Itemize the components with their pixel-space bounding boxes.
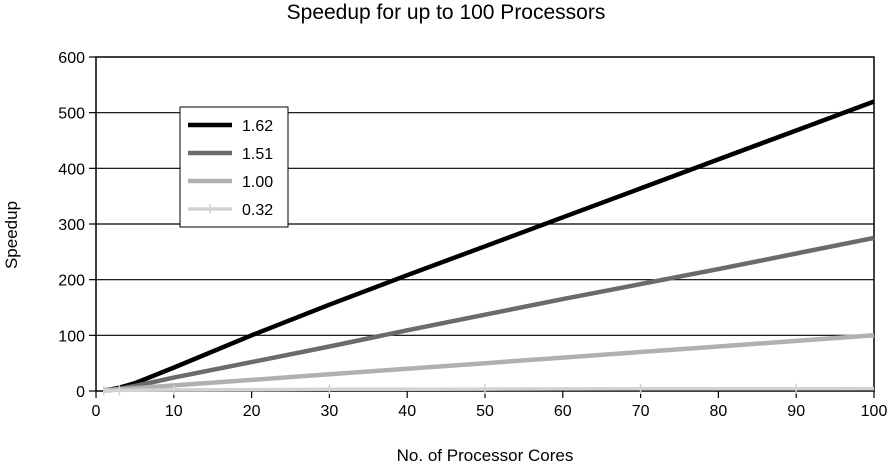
- legend: 1.62 1.51 1.00 0.32: [179, 106, 289, 228]
- grid-lines: [96, 112, 874, 336]
- y-tick-label: 200: [58, 273, 85, 290]
- x-tick-label: 90: [787, 403, 805, 420]
- y-tick-label: 300: [58, 217, 85, 234]
- y-axis-label: Speedup: [2, 200, 21, 270]
- legend-label: 1.00: [242, 174, 273, 191]
- legend-label: 1.51: [242, 146, 273, 163]
- y-tick-label: 500: [58, 106, 85, 123]
- y-tick-label: 600: [58, 50, 85, 67]
- series-line-1-51: [103, 235, 875, 393]
- series-lines: [103, 99, 875, 396]
- chart-title: Speedup for up to 100 Processors: [286, 1, 606, 24]
- x-tick-label: 50: [476, 403, 494, 420]
- x-tick-label: 60: [554, 403, 572, 420]
- legend-label: 0.32: [242, 202, 273, 219]
- x-tick-label: 100: [861, 403, 888, 420]
- y-tick-label: 0: [76, 384, 85, 401]
- x-tick-label: 20: [243, 403, 261, 420]
- axis-ticks: 0 100 200 300 400 500 600 0 10 20 30 40 50 60 70 80 90 10…: [58, 50, 887, 420]
- x-tick-label: 10: [165, 403, 183, 420]
- x-tick-label: 40: [398, 403, 416, 420]
- y-tick-label: 100: [58, 328, 85, 345]
- y-tick-label: 400: [58, 161, 85, 178]
- x-tick-label: 70: [632, 403, 650, 420]
- legend-label: 1.62: [242, 118, 273, 135]
- x-tick-label: 80: [710, 403, 728, 420]
- x-axis-label: No. of Processor Cores: [396, 446, 574, 465]
- series-line-1-00: [103, 333, 875, 393]
- x-tick-label: 30: [321, 403, 339, 420]
- x-tick-label: 0: [92, 403, 101, 420]
- series-line-0-32: [103, 386, 875, 393]
